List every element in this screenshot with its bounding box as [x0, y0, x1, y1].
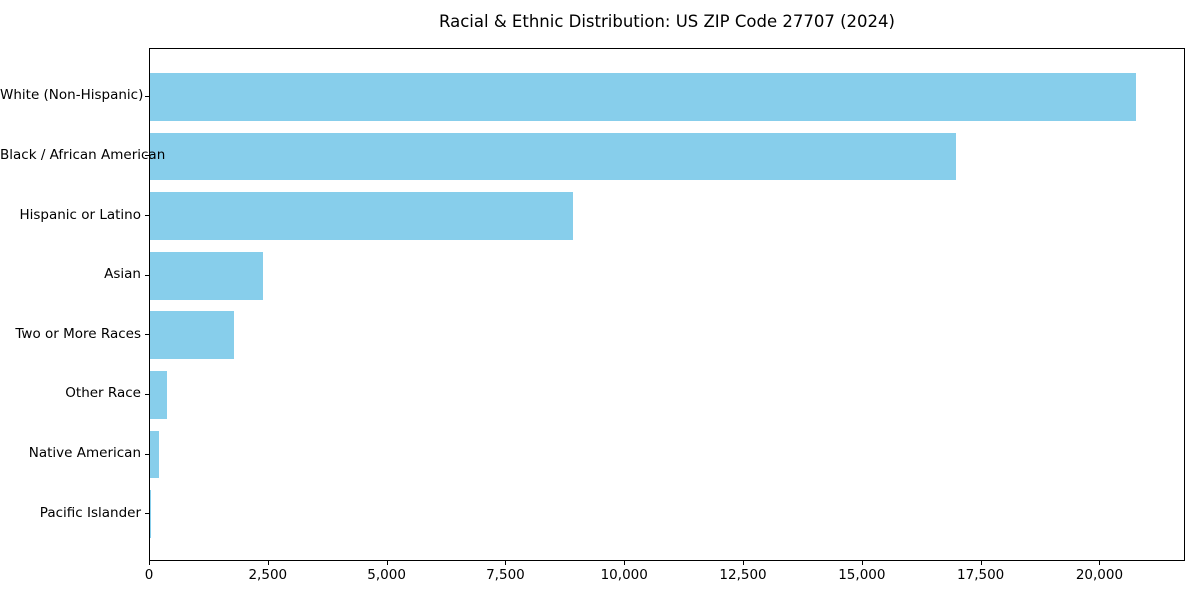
x-tick-label: 0	[144, 567, 154, 583]
bar-native-american	[150, 430, 159, 479]
y-tick-mark	[145, 95, 149, 97]
bar-white-non-hispanic	[150, 72, 1137, 121]
x-tick-mark	[980, 561, 982, 565]
x-tick-label: 12,500	[719, 567, 767, 583]
x-tick-label: 5,000	[367, 567, 406, 583]
x-tick-mark	[743, 561, 745, 565]
bar-pacific-islander	[150, 490, 151, 539]
bar-asian	[150, 251, 263, 300]
x-tick-label: 17,500	[957, 567, 1005, 583]
y-tick-label: Other Race	[65, 385, 141, 402]
y-tick-label: White (Non-Hispanic)	[0, 87, 144, 104]
x-tick-mark	[149, 561, 150, 565]
x-tick-mark	[505, 561, 507, 565]
x-tick-label: 10,000	[600, 567, 648, 583]
x-tick-mark	[386, 561, 388, 565]
plot-area	[149, 48, 1185, 561]
x-tick-mark	[267, 561, 269, 565]
bar-other-race	[150, 371, 167, 419]
y-tick-mark	[145, 513, 149, 515]
y-tick-mark	[145, 334, 149, 336]
y-tick-label: Asian	[104, 266, 141, 283]
bar-hispanic-or-latino	[150, 192, 573, 240]
x-tick-label: 7,500	[486, 567, 525, 583]
y-tick-label: Two or More Races	[15, 325, 141, 342]
y-tick-label: Hispanic or Latino	[19, 206, 141, 223]
y-tick-label: Black / African American	[0, 146, 166, 163]
y-tick-mark	[145, 393, 149, 395]
y-tick-mark	[145, 274, 149, 276]
y-tick-mark	[145, 215, 149, 217]
chart-title: Racial & Ethnic Distribution: US ZIP Cod…	[439, 12, 895, 31]
x-tick-mark	[624, 561, 626, 565]
bar-black-african-american	[150, 132, 957, 181]
x-tick-label: 15,000	[838, 567, 886, 583]
x-tick-label: 20,000	[1075, 567, 1124, 583]
y-tick-label: Pacific Islander	[39, 504, 141, 521]
y-tick-label: Native American	[28, 445, 141, 462]
y-tick-mark	[145, 155, 149, 157]
x-tick-mark	[861, 561, 863, 565]
y-tick-mark	[145, 453, 149, 455]
x-tick-label: 2,500	[248, 567, 288, 583]
bar-two-or-more-races	[150, 311, 234, 360]
x-tick-mark	[1099, 561, 1101, 565]
